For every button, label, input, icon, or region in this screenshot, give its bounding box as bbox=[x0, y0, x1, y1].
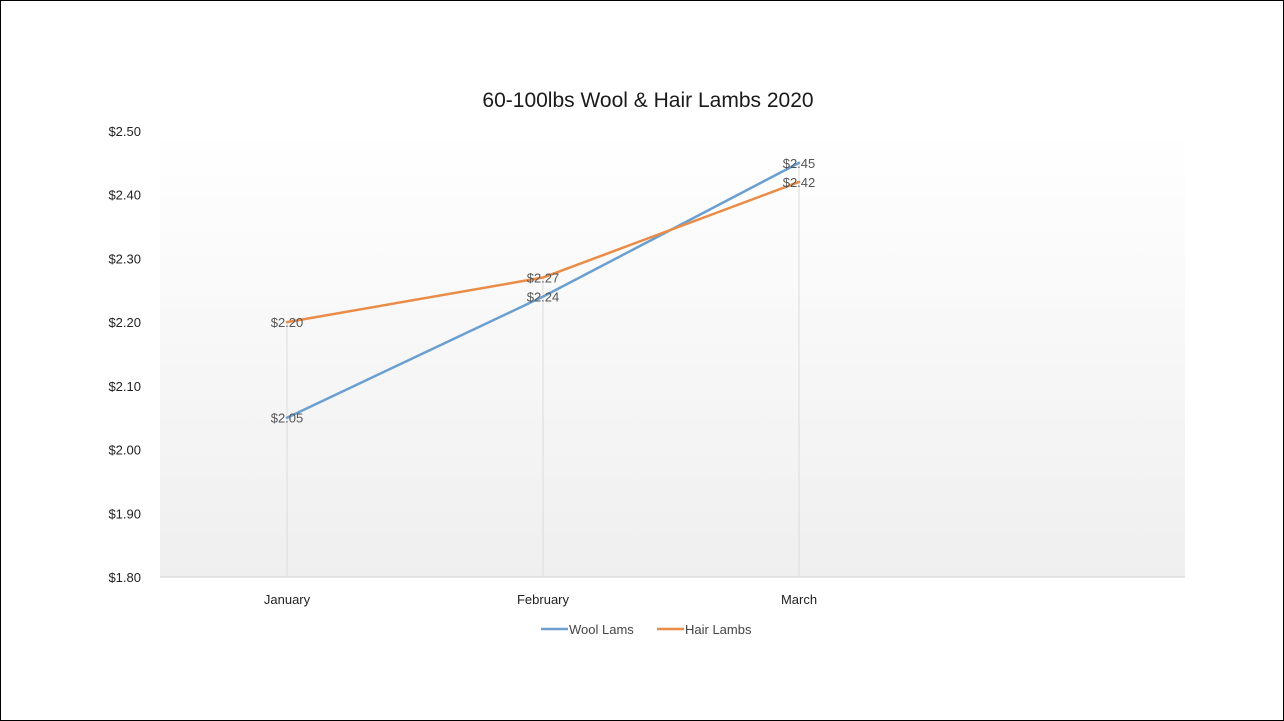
y-tick-label: $2.30 bbox=[108, 251, 141, 266]
legend-label: Hair Lambs bbox=[685, 622, 752, 637]
legend-label: Wool Lams bbox=[569, 622, 634, 637]
chart-title: 60-100lbs Wool & Hair Lambs 2020 bbox=[482, 89, 813, 112]
x-tick-label: February bbox=[517, 592, 570, 607]
x-tick-label: January bbox=[264, 592, 311, 607]
y-tick-label: $1.90 bbox=[108, 506, 141, 521]
y-tick-label: $2.00 bbox=[108, 443, 141, 458]
data-label: $2.20 bbox=[271, 315, 304, 330]
data-label: $2.45 bbox=[783, 156, 816, 171]
plot-area bbox=[160, 131, 1185, 577]
x-tick-label: March bbox=[781, 592, 817, 607]
data-label: $2.27 bbox=[527, 271, 560, 286]
data-label: $2.05 bbox=[271, 411, 304, 426]
y-tick-label: $2.40 bbox=[108, 188, 141, 203]
y-tick-label: $1.80 bbox=[108, 570, 141, 585]
y-tick-label: $2.50 bbox=[108, 124, 141, 139]
legend: Wool Lams Hair Lambs bbox=[541, 622, 752, 637]
y-tick-label: $2.20 bbox=[108, 315, 141, 330]
data-label: $2.24 bbox=[527, 290, 560, 305]
y-tick-label: $2.10 bbox=[108, 379, 141, 394]
data-label: $2.42 bbox=[783, 175, 816, 190]
